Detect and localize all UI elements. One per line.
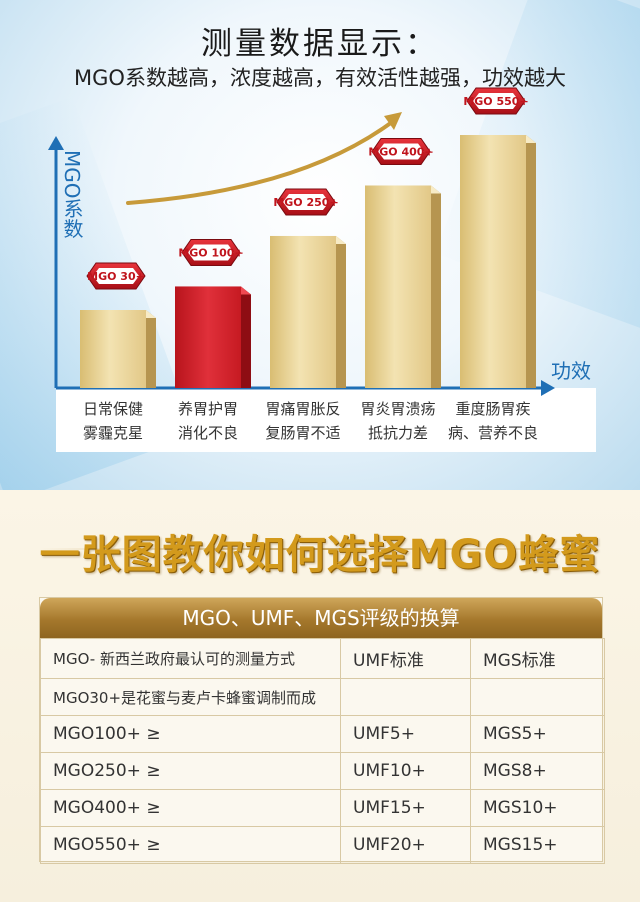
- bar: [175, 286, 241, 388]
- mgo-badge-inner: [93, 268, 139, 284]
- table-cell: [340, 678, 471, 716]
- category-label: 病、营养不良: [448, 424, 538, 442]
- x-axis-label: 功效: [551, 359, 591, 383]
- table-cell: UMF5+: [340, 715, 471, 753]
- category-label: 胃痛胃胀反: [265, 400, 340, 418]
- y-axis-label: MGO系数: [60, 150, 84, 239]
- table-cell: MGS10+: [470, 789, 605, 827]
- category-strip: [56, 388, 596, 452]
- page-title: 测量数据显示：: [201, 26, 439, 62]
- table-row: MGO30+是花蜜与麦卢卡蜂蜜调制而成: [40, 678, 605, 716]
- bar-label: MGO 400+: [368, 145, 433, 158]
- category-label: 养胃护胃: [178, 400, 238, 418]
- table-cell: UMF15+: [340, 789, 471, 827]
- bar-label: MGO 250+: [273, 196, 338, 209]
- conversion-grid: MGO- 新西兰政府最认可的测量方式 UMF标准 MGS标准 MGO30+是花蜜…: [40, 638, 605, 864]
- table-cell: MGO100+ ≥: [40, 715, 341, 753]
- bar-label: MGO 30+: [87, 270, 145, 283]
- table-row: MGO100+ ≥ UMF5+ MGS5+: [40, 715, 605, 753]
- category-label: 复肠胃不适: [265, 424, 340, 442]
- table-cell: UMF20+: [340, 826, 471, 864]
- table-cell: MGS15+: [470, 826, 605, 864]
- mgo-badge-inner: [473, 93, 519, 109]
- table-title: MGO、UMF、MGS评级的换算: [40, 598, 602, 638]
- section-headline: 一张图教你如何选择MGO蜂蜜: [39, 532, 601, 578]
- trend-arrow: [126, 120, 394, 205]
- table-cell: MGO550+ ≥: [40, 826, 341, 864]
- bar-side: [526, 135, 536, 388]
- table-cell: UMF标准: [340, 638, 471, 679]
- bar-label: MGO 550+: [463, 95, 528, 108]
- category-label: 胃炎胃溃疡: [360, 400, 435, 418]
- table-cell: MGS5+: [470, 715, 605, 753]
- x-axis-arrow: [541, 380, 555, 396]
- table-row: MGO400+ ≥ UMF15+ MGS10+: [40, 789, 605, 827]
- table-cell: MGS标准: [470, 638, 605, 679]
- category-label: 重度肠胃疾: [455, 400, 530, 418]
- trend-arrowhead: [384, 112, 402, 130]
- category-label: 雾霾克星: [83, 424, 143, 442]
- bar-side: [336, 235, 346, 388]
- table-cell: MGO- 新西兰政府最认可的测量方式: [40, 638, 341, 679]
- mgo-badge-inner: [283, 193, 329, 210]
- bar: [270, 235, 336, 388]
- bar-side: [431, 185, 441, 388]
- category-label: 抵抗力差: [368, 424, 428, 442]
- bar-side: [146, 310, 156, 388]
- table-row: MGO- 新西兰政府最认可的测量方式 UMF标准 MGS标准: [40, 638, 605, 679]
- table-cell: MGS8+: [470, 752, 605, 790]
- category-label: 日常保健: [83, 400, 143, 418]
- mgo-badge-inner: [378, 143, 424, 160]
- table-cell: [470, 678, 605, 716]
- table-cell: MGO250+ ≥: [40, 752, 341, 790]
- table-cell: MGO400+ ≥: [40, 789, 341, 827]
- table-row: MGO250+ ≥ UMF10+ MGS8+: [40, 752, 605, 790]
- category-label: 消化不良: [178, 424, 238, 442]
- mgo-badge-inner: [188, 244, 234, 261]
- bar: [80, 310, 146, 388]
- headline-divider: [40, 548, 600, 550]
- bar-label: MGO 100+: [178, 246, 243, 259]
- table-cell: UMF10+: [340, 752, 471, 790]
- table-row: MGO550+ ≥ UMF20+ MGS15+: [40, 826, 605, 864]
- page-subtitle: MGO系数越高，浓度越高，有效活性越强，功效越大: [74, 66, 566, 90]
- table-cell: MGO30+是花蜜与麦卢卡蜂蜜调制而成: [40, 678, 341, 716]
- bar: [365, 185, 431, 388]
- bar: [460, 135, 526, 388]
- conversion-table: MGO、UMF、MGS评级的换算 MGO- 新西兰政府最认可的测量方式 UMF标…: [39, 597, 605, 864]
- y-axis-arrow: [48, 136, 64, 150]
- bar-side: [241, 286, 251, 388]
